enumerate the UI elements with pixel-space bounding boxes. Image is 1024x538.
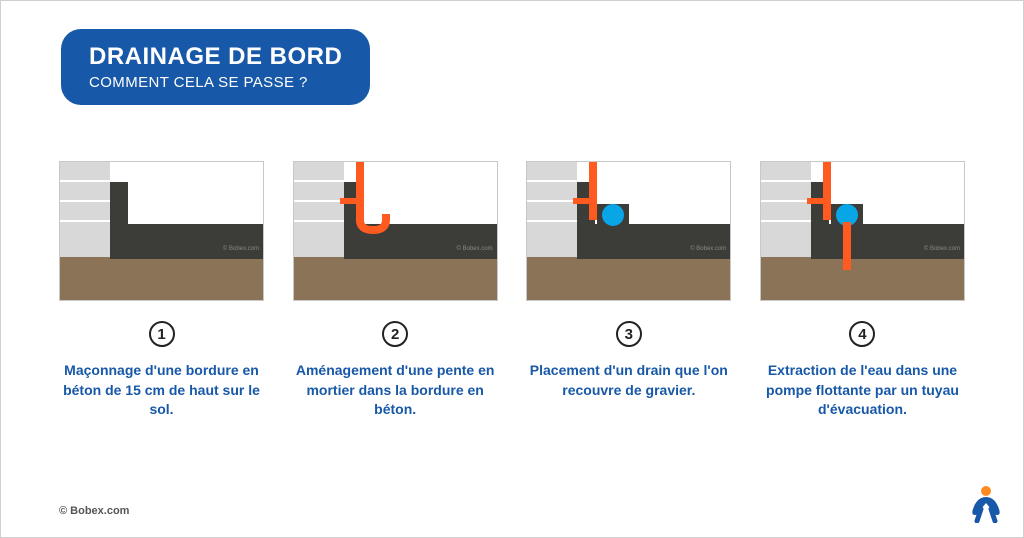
diagram-1: © Bobex.com <box>59 161 264 301</box>
step-1: © Bobex.com 1 Maçonnage d'une bordure en… <box>59 161 264 420</box>
brick <box>294 182 344 200</box>
mortar-u-icon <box>356 210 390 236</box>
brick <box>761 162 811 180</box>
step-caption-1: Maçonnage d'une bordure en béton de 15 c… <box>59 361 264 420</box>
step-number-4: 4 <box>849 321 875 347</box>
step-2: © Bobex.com 2 Aménagement d'une pente en… <box>293 161 498 420</box>
evacuation-pipe <box>843 222 851 270</box>
soil <box>527 257 731 301</box>
brick <box>761 182 811 200</box>
mortar-tee <box>807 198 831 204</box>
steps-row: © Bobex.com 1 Maçonnage d'une bordure en… <box>59 161 965 420</box>
step-number-1: 1 <box>149 321 175 347</box>
brick <box>761 202 811 220</box>
mortar-vertical <box>823 162 831 220</box>
wall-base <box>761 240 811 257</box>
mortar-tee <box>340 198 364 204</box>
brick <box>761 222 811 240</box>
step-caption-3: Placement d'un drain que l'on recouvre d… <box>526 361 731 400</box>
header-badge: DRAINAGE DE BORD COMMENT CELA SE PASSE ? <box>61 29 370 105</box>
header-title: DRAINAGE DE BORD <box>89 43 342 71</box>
step-number-3: 3 <box>616 321 642 347</box>
watermark: © Bobex.com <box>223 246 259 252</box>
brick <box>527 162 577 180</box>
slab <box>110 224 264 259</box>
diagram-3: © Bobex.com <box>526 161 731 301</box>
brick <box>60 222 110 240</box>
wall-base <box>294 240 344 257</box>
mortar-vertical <box>589 162 597 220</box>
wall-base <box>60 240 110 257</box>
brick <box>294 162 344 180</box>
step-3: © Bobex.com 3 Placement d'un drain que l… <box>526 161 731 420</box>
diagram-4: © Bobex.com <box>760 161 965 301</box>
step-caption-2: Aménagement d'une pente en mortier dans … <box>293 361 498 420</box>
brick <box>294 202 344 220</box>
slab <box>811 224 965 259</box>
header-subtitle: COMMENT CELA SE PASSE ? <box>89 74 342 91</box>
brick <box>60 202 110 220</box>
soil <box>60 257 264 301</box>
wall-base <box>527 240 577 257</box>
brick <box>527 202 577 220</box>
brick <box>294 222 344 240</box>
soil <box>761 257 965 301</box>
footer-copyright: © Bobex.com <box>59 505 129 517</box>
border-block <box>110 182 128 227</box>
brick <box>60 182 110 200</box>
step-number-2: 2 <box>382 321 408 347</box>
mortar-tee <box>573 198 597 204</box>
watermark: © Bobex.com <box>457 246 493 252</box>
diagram-2: © Bobex.com <box>293 161 498 301</box>
brick <box>527 182 577 200</box>
watermark: © Bobex.com <box>690 246 726 252</box>
watermark: © Bobex.com <box>924 246 960 252</box>
step-4: © Bobex.com 4 Extraction de l'eau dans u… <box>760 161 965 420</box>
step-caption-4: Extraction de l'eau dans une pompe flott… <box>760 361 965 420</box>
brick <box>60 162 110 180</box>
bobex-logo-icon <box>969 485 1003 523</box>
brick <box>527 222 577 240</box>
soil <box>294 257 498 301</box>
slab <box>577 224 731 259</box>
